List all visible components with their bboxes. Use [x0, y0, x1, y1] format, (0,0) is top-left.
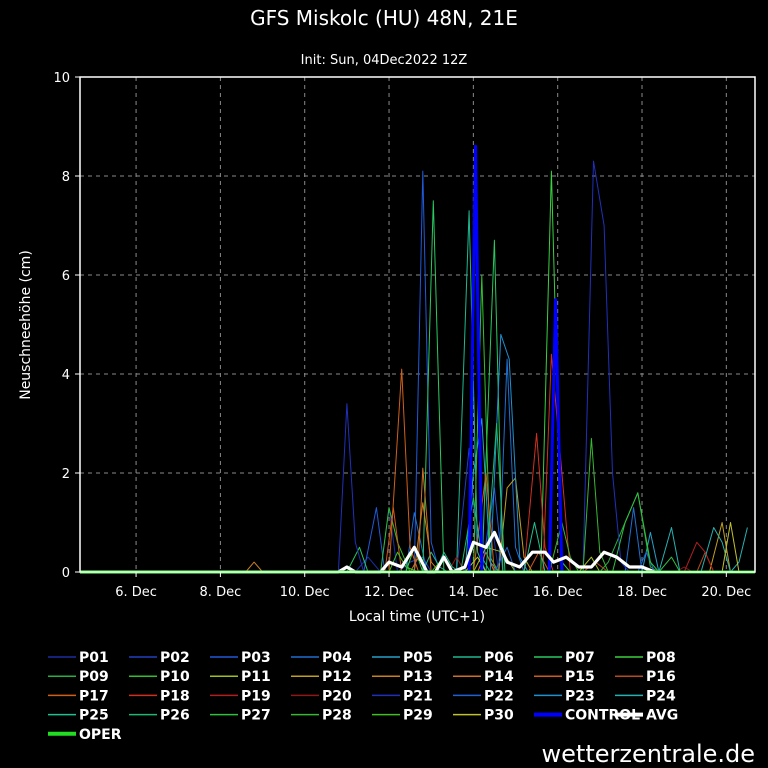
legend-label-avg: AVG: [646, 708, 678, 724]
series-group: [80, 144, 755, 574]
legend-label-p10: P10: [160, 669, 190, 685]
x-tick-label: 12. Dec: [364, 585, 414, 600]
plot-border: [79, 76, 756, 573]
grid: [80, 77, 755, 572]
legend-label-p23: P23: [565, 688, 595, 704]
series-line-p24: [658, 527, 748, 573]
legend-label-p02: P02: [160, 650, 190, 666]
legend-label-p29: P29: [403, 708, 433, 724]
y-tick-label: 6: [62, 269, 70, 284]
brand-watermark: wetterzentrale.de: [542, 740, 755, 768]
legend-label-p09: P09: [79, 669, 109, 685]
legend-label-p27: P27: [241, 708, 271, 724]
x-tick-label: 18. Dec: [617, 585, 667, 600]
legend-label-p03: P03: [241, 650, 271, 666]
x-tick-label: 6. Dec: [115, 585, 157, 600]
y-tick-label: 8: [62, 170, 70, 185]
chart-subtitle: Init: Sun, 04Dec2022 12Z: [301, 53, 468, 68]
y-tick-label: 4: [62, 368, 70, 383]
legend-label-oper: OPER: [79, 727, 122, 743]
plot-frame: [79, 76, 756, 573]
legend-label-p06: P06: [484, 650, 514, 666]
chart-title: GFS Miskolc (HU) 48N, 21E: [250, 6, 518, 30]
x-axis-label: Local time (UTC+1): [349, 609, 485, 625]
legend-label-control: CONTROL: [565, 708, 640, 724]
x-tick-label: 16. Dec: [533, 585, 583, 600]
legend-label-p22: P22: [484, 688, 514, 704]
legend-label-p04: P04: [322, 650, 352, 666]
x-tick-label: 10. Dec: [280, 585, 330, 600]
legend-label-p05: P05: [403, 650, 433, 666]
legend-label-p08: P08: [646, 650, 676, 666]
series-line-p07: [346, 200, 504, 573]
legend-label-p07: P07: [565, 650, 595, 666]
legend-label-p13: P13: [403, 669, 433, 685]
legend-label-p21: P21: [403, 688, 433, 704]
legend-label-p20: P20: [322, 688, 352, 704]
x-tick-label: 8. Dec: [200, 585, 242, 600]
legend-label-p30: P30: [484, 708, 514, 724]
series-line-p27: [612, 492, 681, 573]
series-line-p21: [337, 160, 630, 573]
legend-label-p12: P12: [322, 669, 352, 685]
y-tick-label: 2: [62, 467, 70, 482]
x-tick-label: 20. Dec: [701, 585, 751, 600]
y-tick-label: 10: [53, 71, 70, 86]
legend: P01 P02 P03 P04 P05 P06 P07 P08 P09 P10 P11 P12 P13 P…: [48, 650, 678, 743]
legend-label-p11: P11: [241, 669, 271, 685]
legend-label-p17: P17: [79, 688, 109, 704]
series-line-control: [467, 144, 564, 574]
series-line-p19: [683, 541, 715, 573]
x-axis-ticks: 6. Dec 8. Dec 10. Dec 12. Dec 14. Dec 16. Dec…: [115, 572, 751, 600]
legend-label-p01: P01: [79, 650, 109, 666]
legend-label-p24: P24: [646, 688, 676, 704]
legend-label-p14: P14: [484, 669, 514, 685]
series-line-p12: [498, 477, 731, 573]
legend-label-p25: P25: [79, 708, 109, 724]
series-line-p30: [464, 522, 740, 573]
legend-label-p16: P16: [646, 669, 676, 685]
legend-label-p18: P18: [160, 688, 190, 704]
y-tick-label: 0: [62, 566, 70, 581]
y-axis-label: Neuschneehöhe (cm): [18, 250, 34, 400]
legend-label-p26: P26: [160, 708, 190, 724]
series-line-avg: [80, 530, 656, 574]
series-line-p04: [405, 358, 643, 573]
y-axis-ticks: 0 2 4 6 8 10: [53, 71, 80, 581]
legend-label-p28: P28: [322, 708, 352, 724]
x-tick-label: 14. Dec: [448, 585, 498, 600]
legend-label-p15: P15: [565, 669, 595, 685]
legend-label-p19: P19: [241, 688, 271, 704]
